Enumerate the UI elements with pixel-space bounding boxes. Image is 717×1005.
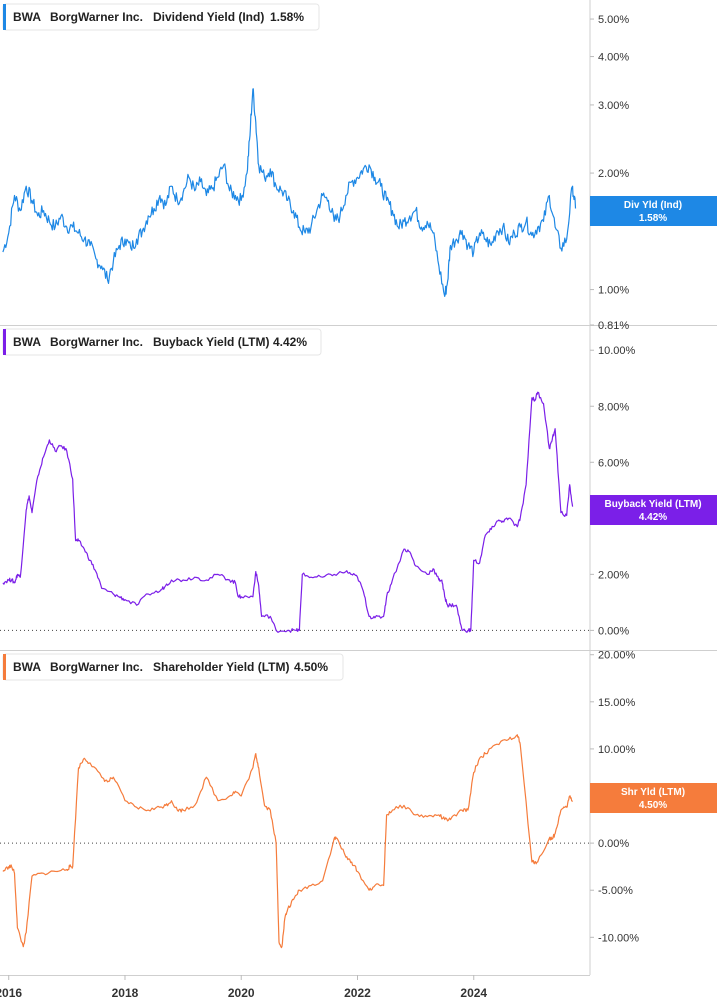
y-tick-label: 0.81%	[598, 320, 629, 332]
x-tick-label: 2020	[228, 986, 255, 1000]
y-tick-label: 1.00%	[598, 285, 629, 297]
legend-series-value: 4.50%	[294, 660, 328, 674]
legend-series-value: 1.58%	[270, 10, 304, 24]
legend-series-name: Dividend Yield (Ind)	[153, 10, 264, 24]
buyback-yield-panel: 10.00%8.00%6.00%4.00%2.00%0.00%	[0, 345, 636, 637]
legend-series-name: Buyback Yield (LTM)	[153, 335, 269, 349]
y-tick-label: 10.00%	[598, 345, 636, 357]
y-tick-label: 0.00%	[598, 838, 629, 850]
tag-buyback-yield: Buyback Yield (LTM) 4.42%	[590, 495, 717, 525]
legend-shareholder-yield: BWA BorgWarner Inc. Shareholder Yield (L…	[2, 653, 344, 681]
x-axis: 2016 2018 2020 2022 2024	[0, 975, 487, 1000]
y-tick-label: 10.00%	[598, 744, 636, 756]
legend-ticker: BWA	[13, 335, 41, 349]
shareholder-yield-panel: 20.00%15.00%10.00%5.00%0.00%-5.00%-10.00…	[0, 650, 639, 949]
tag-value: 4.50%	[639, 800, 667, 811]
y-tick-label: 20.00%	[598, 650, 636, 662]
legend-company: BorgWarner Inc.	[50, 660, 143, 674]
y-tick-label: 3.00%	[598, 100, 629, 112]
legend-ticker: BWA	[13, 10, 41, 24]
y-tick-label: -5.00%	[598, 885, 633, 897]
series-line	[2, 734, 574, 949]
y-tick-label: 2.00%	[598, 569, 629, 581]
y-tick-label: 15.00%	[598, 697, 636, 709]
x-tick-label: 2024	[460, 986, 487, 1000]
tag-dividend-yield: Div Yld (Ind) 1.58%	[590, 196, 717, 226]
x-tick-label: 2016	[0, 986, 22, 1000]
tag-label: Buyback Yield (LTM)	[604, 499, 701, 510]
y-tick-label: 4.00%	[598, 52, 629, 64]
series-line	[2, 88, 577, 297]
tag-label: Shr Yld (LTM)	[621, 787, 685, 798]
legend-buyback-yield: BWA BorgWarner Inc. Buyback Yield (LTM) …	[2, 328, 322, 356]
legend-series-name: Shareholder Yield (LTM)	[153, 660, 289, 674]
legend-company: BorgWarner Inc.	[50, 335, 143, 349]
y-tick-label: 0.00%	[598, 625, 629, 637]
x-tick-label: 2018	[112, 986, 139, 1000]
series-line	[2, 391, 574, 633]
x-tick-label: 2022	[344, 986, 371, 1000]
tag-value: 4.42%	[639, 512, 667, 523]
y-tick-label: -10.00%	[598, 932, 639, 944]
legend-series-value: 4.42%	[273, 335, 307, 349]
y-tick-label: 8.00%	[598, 401, 629, 413]
y-tick-label: 2.00%	[598, 168, 629, 180]
legend-company: BorgWarner Inc.	[50, 10, 143, 24]
legend-ticker: BWA	[13, 660, 41, 674]
tag-value: 1.58%	[639, 213, 667, 224]
tag-shareholder-yield: Shr Yld (LTM) 4.50%	[590, 783, 717, 813]
y-tick-label: 5.00%	[598, 14, 629, 26]
tag-label: Div Yld (Ind)	[624, 200, 682, 211]
dividend-yield-panel: 5.00% 4.00% 3.00% 2.00% 1.00% 0.81%	[2, 14, 629, 332]
y-tick-label: 6.00%	[598, 457, 629, 469]
legend-dividend-yield: BWA BorgWarner Inc. Dividend Yield (Ind)…	[2, 3, 320, 31]
